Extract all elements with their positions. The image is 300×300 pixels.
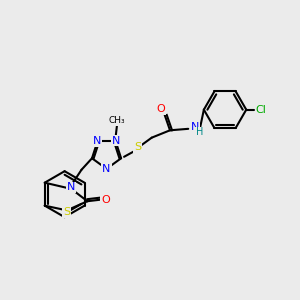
Text: N: N [67, 182, 75, 192]
Text: N: N [102, 164, 111, 174]
Text: CH₃: CH₃ [109, 116, 125, 125]
Text: S: S [63, 207, 70, 217]
Text: S: S [134, 142, 142, 152]
Text: N: N [190, 122, 199, 132]
Text: N: N [112, 136, 120, 146]
Text: Cl: Cl [256, 105, 266, 115]
Text: H: H [196, 128, 203, 137]
Text: N: N [93, 136, 101, 146]
Text: O: O [156, 104, 165, 114]
Text: O: O [101, 195, 110, 205]
